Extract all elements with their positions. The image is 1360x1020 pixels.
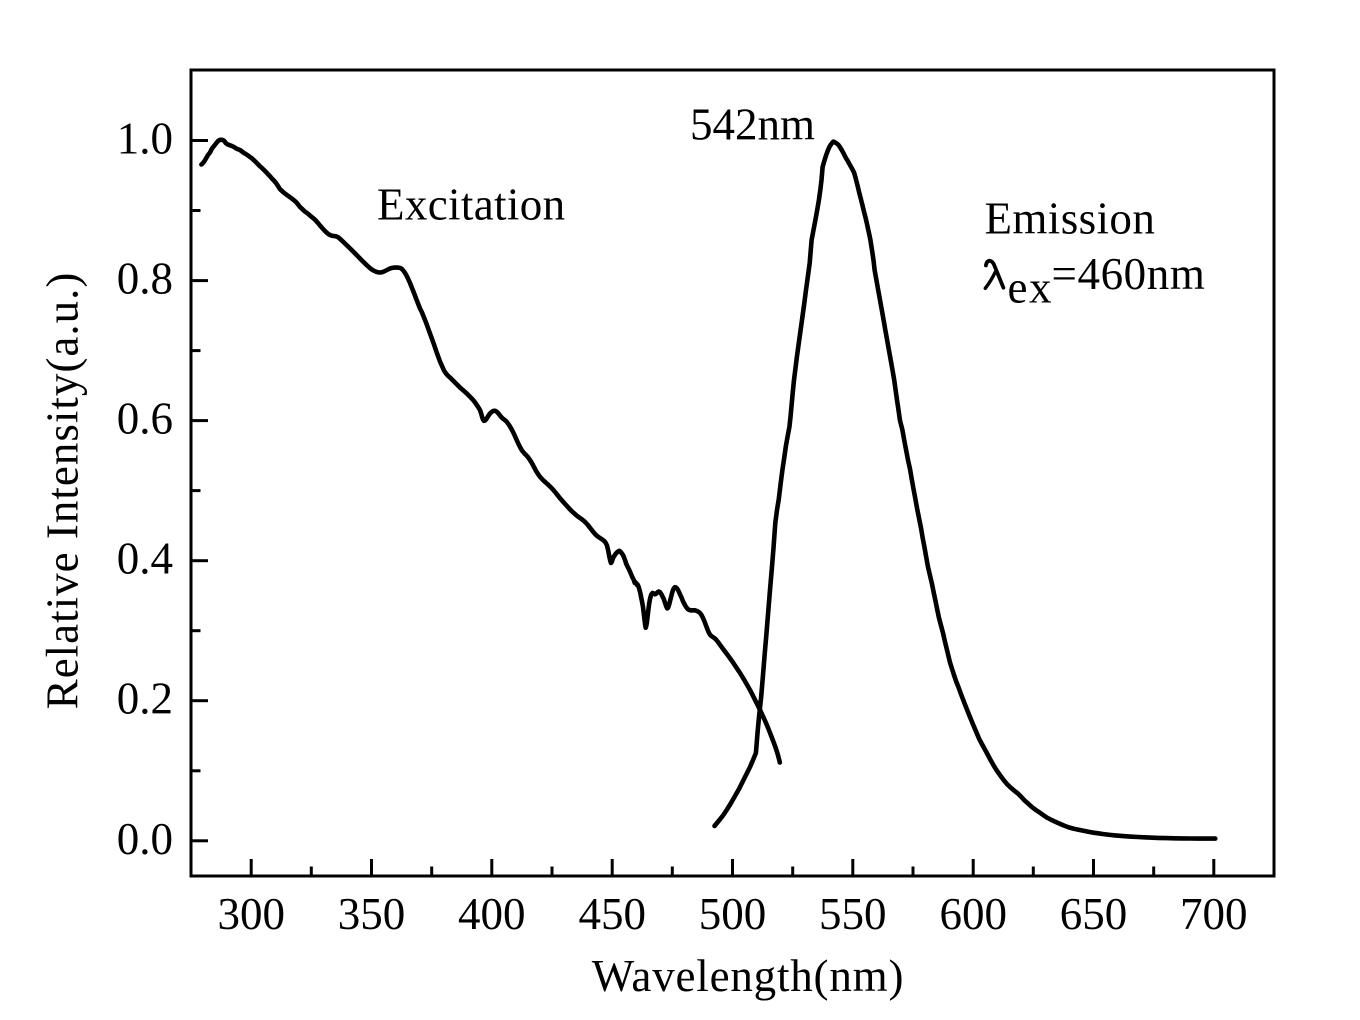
svg-text:350: 350 bbox=[338, 889, 406, 939]
svg-text:0.4: 0.4 bbox=[117, 534, 173, 584]
svg-text:550: 550 bbox=[819, 889, 887, 939]
svg-text:Wavelength(nm): Wavelength(nm) bbox=[592, 951, 904, 1001]
svg-text:Excitation: Excitation bbox=[377, 180, 565, 230]
svg-text:542nm: 542nm bbox=[690, 99, 815, 149]
svg-text:Relative Intensity(a.u.): Relative Intensity(a.u.) bbox=[38, 272, 88, 710]
svg-text:0.6: 0.6 bbox=[117, 394, 173, 444]
svg-text:0.0: 0.0 bbox=[117, 814, 173, 864]
svg-text:ex: ex bbox=[1008, 262, 1053, 312]
svg-text:600: 600 bbox=[939, 889, 1007, 939]
svg-text:0.2: 0.2 bbox=[117, 674, 173, 724]
svg-text:400: 400 bbox=[458, 889, 526, 939]
svg-text:=460nm: =460nm bbox=[1052, 249, 1206, 299]
svg-text:700: 700 bbox=[1180, 889, 1248, 939]
svg-text:Emission: Emission bbox=[985, 193, 1156, 243]
svg-text:650: 650 bbox=[1060, 889, 1128, 939]
svg-text:300: 300 bbox=[217, 889, 285, 939]
svg-text:450: 450 bbox=[578, 889, 646, 939]
svg-text:1.0: 1.0 bbox=[117, 114, 173, 164]
svg-text:500: 500 bbox=[699, 889, 767, 939]
svg-text:0.8: 0.8 bbox=[117, 254, 173, 304]
